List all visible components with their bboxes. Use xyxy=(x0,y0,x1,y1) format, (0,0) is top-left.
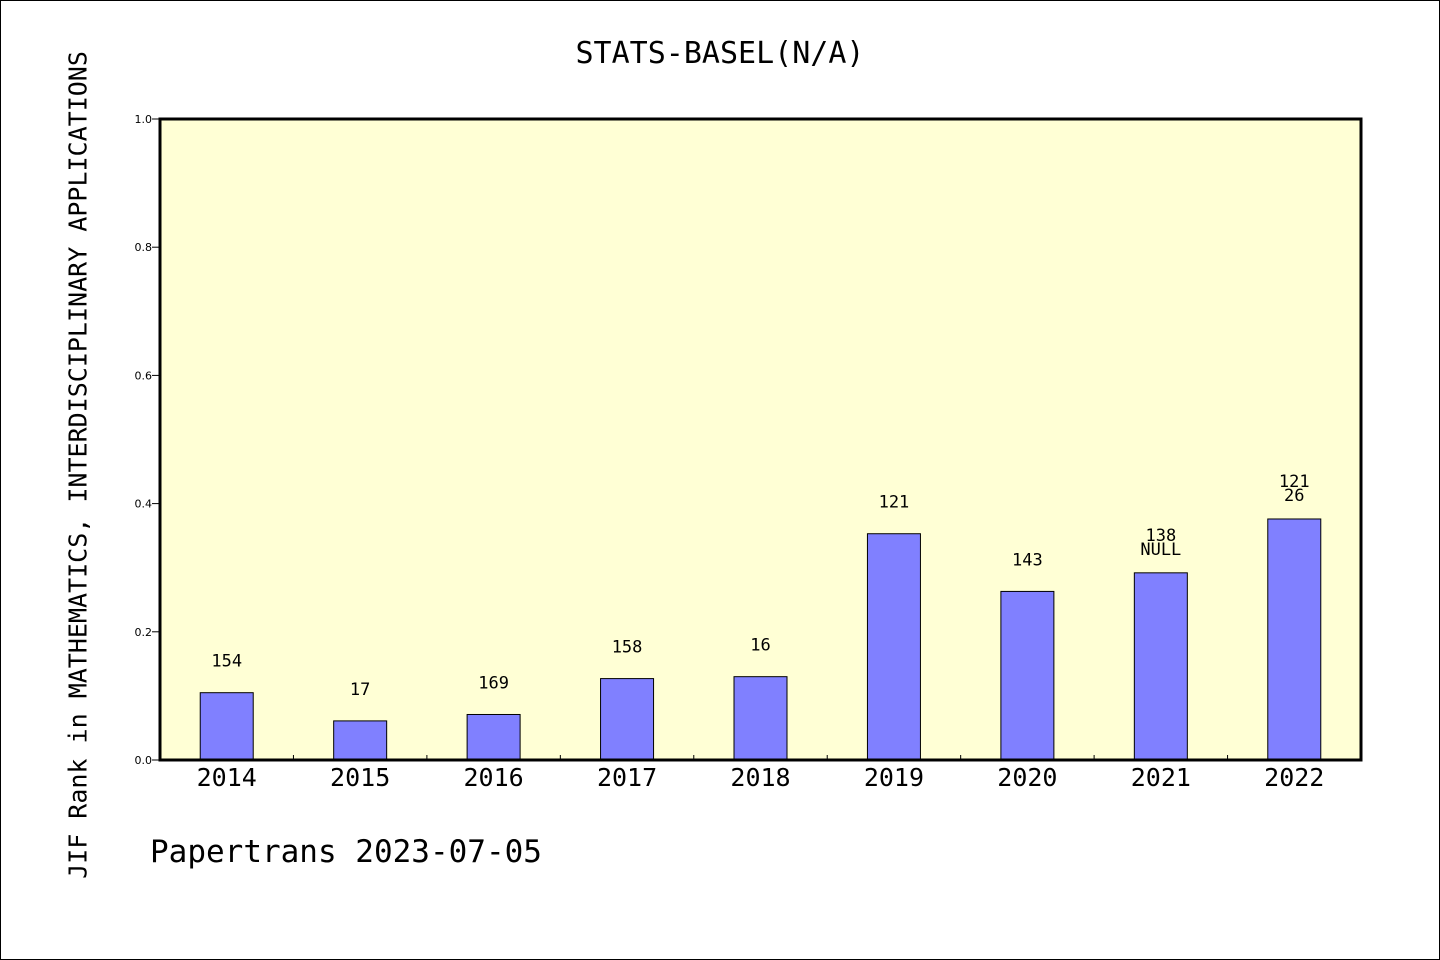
bar-2021 xyxy=(1133,572,1188,761)
bar-data-label: NULL xyxy=(1140,540,1181,560)
bar-2018 xyxy=(733,676,788,761)
x-tick-label: 2021 xyxy=(1131,763,1191,792)
y-tick-label: 0.6 xyxy=(135,369,153,382)
plot-border xyxy=(158,117,1363,762)
bar-data-label: 26 xyxy=(1284,486,1304,506)
bar-data-label: 16 xyxy=(750,636,770,656)
x-tick-label: 2019 xyxy=(864,763,924,792)
x-tick-label: 2020 xyxy=(997,763,1057,792)
bar-2014 xyxy=(199,692,254,761)
y-tick-label: 0.8 xyxy=(135,241,153,254)
y-tick-label: 0.4 xyxy=(135,498,153,511)
y-tick-label: 0.2 xyxy=(135,626,153,639)
bar-2016 xyxy=(466,713,521,761)
x-tick-label: 2014 xyxy=(197,763,257,792)
bar-2022 xyxy=(1267,518,1322,761)
bar-data-label: 154 xyxy=(211,652,242,672)
bar-data-label: 121 xyxy=(1279,472,1310,492)
bar-data-label: 17 xyxy=(350,680,370,700)
x-tick-label: 2016 xyxy=(464,763,524,792)
bar-2017 xyxy=(600,678,655,761)
bar-data-label: 169 xyxy=(478,673,509,693)
bar-data-label: 138 xyxy=(1145,526,1176,546)
footer-source-date: Papertrans 2023-07-05 xyxy=(150,834,542,870)
bar-data-label: 121 xyxy=(879,493,910,513)
y-tick-label: 1.0 xyxy=(135,113,153,126)
bar-2020 xyxy=(1000,590,1055,761)
y-tick-label: 0.0 xyxy=(135,754,153,767)
x-tick-label: 2015 xyxy=(330,763,390,792)
bar-2015 xyxy=(333,720,388,761)
x-tick-label: 2022 xyxy=(1264,763,1324,792)
bar-data-label: 158 xyxy=(612,638,643,658)
bar-data-label: 143 xyxy=(1012,550,1043,570)
x-tick-label: 2017 xyxy=(597,763,657,792)
bar-2019 xyxy=(866,533,921,761)
x-tick-label: 2018 xyxy=(730,763,790,792)
chart-title: STATS-BASEL(N/A) xyxy=(575,36,865,71)
